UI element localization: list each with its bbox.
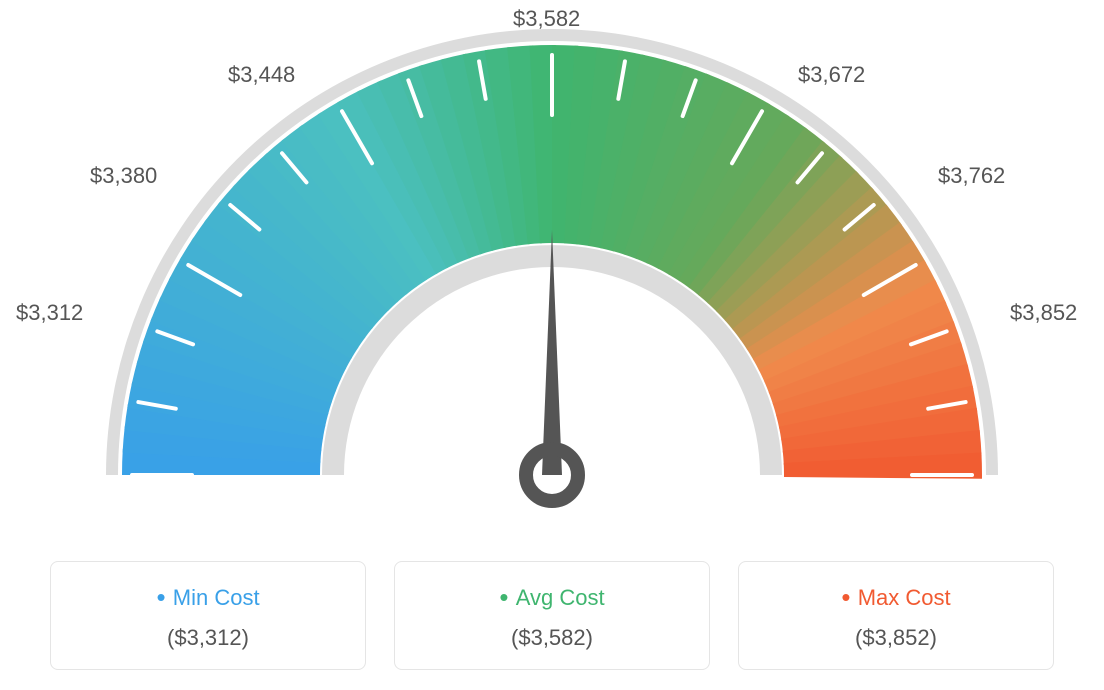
gauge-needle bbox=[526, 230, 578, 501]
scale-label-5: $3,762 bbox=[938, 163, 1005, 189]
legend-title-max: Max Cost bbox=[751, 582, 1041, 613]
legend-card-min: Min Cost ($3,312) bbox=[50, 561, 366, 670]
legend-value-avg: ($3,582) bbox=[407, 625, 697, 651]
scale-label-2: $3,448 bbox=[228, 62, 295, 88]
cost-gauge-chart: $3,312 $3,380 $3,448 $3,582 $3,672 $3,76… bbox=[0, 0, 1104, 690]
gauge: $3,312 $3,380 $3,448 $3,582 $3,672 $3,76… bbox=[0, 0, 1104, 540]
scale-label-3: $3,582 bbox=[513, 6, 580, 32]
legend-value-min: ($3,312) bbox=[63, 625, 353, 651]
scale-label-6: $3,852 bbox=[1010, 300, 1077, 326]
scale-label-4: $3,672 bbox=[798, 62, 865, 88]
legend-value-max: ($3,852) bbox=[751, 625, 1041, 651]
scale-label-1: $3,380 bbox=[90, 163, 157, 189]
legend-title-avg: Avg Cost bbox=[407, 582, 697, 613]
legend-card-max: Max Cost ($3,852) bbox=[738, 561, 1054, 670]
legend-row: Min Cost ($3,312) Avg Cost ($3,582) Max … bbox=[50, 561, 1054, 670]
legend-card-avg: Avg Cost ($3,582) bbox=[394, 561, 710, 670]
gauge-svg bbox=[0, 0, 1104, 540]
legend-title-min: Min Cost bbox=[63, 582, 353, 613]
scale-label-0: $3,312 bbox=[16, 300, 83, 326]
